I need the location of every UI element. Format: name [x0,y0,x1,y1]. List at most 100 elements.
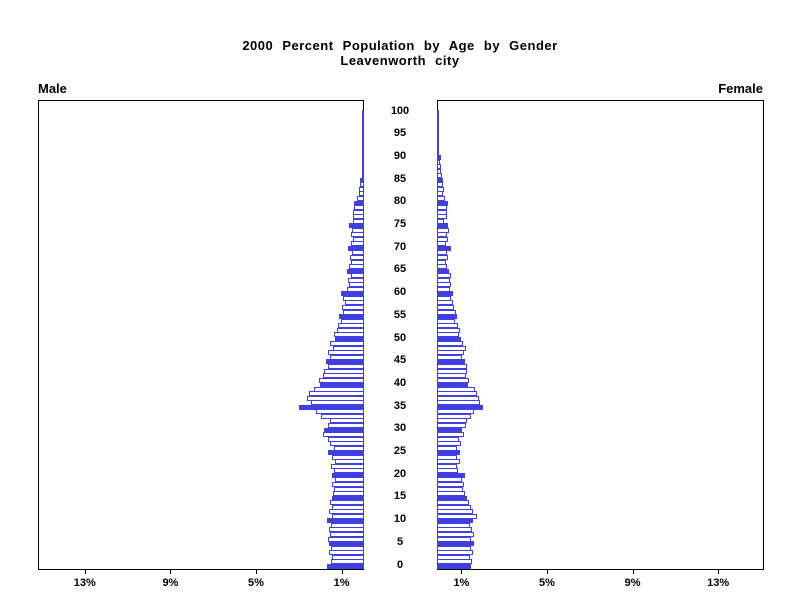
bar-female-age-90 [437,155,441,161]
pct-tick-5% [256,570,257,574]
bar-female-age-68 [437,255,448,260]
bar-female-age-41 [437,377,470,383]
bar-female-age-27 [437,441,461,447]
bar-female-age-8 [437,527,473,533]
bar-male-age-25 [327,450,364,456]
bar-male-age-67 [351,259,364,265]
bar-male-age-90 [361,155,364,161]
chart-title-line1: 2000 Percent Population by Age by Gender [242,38,558,53]
bar-male-age-31 [327,423,364,428]
pct-tick-9% [632,570,634,574]
bar-male-age-72 [352,236,364,242]
bar-female-age-51 [437,332,459,338]
bar-male-age-20 [331,472,364,478]
bar-male-age-54 [340,318,364,324]
bar-female-age-91 [437,150,439,156]
bar-female-age-100 [437,109,439,115]
bar-female-age-86 [437,173,442,179]
bar-male-age-40 [320,382,364,388]
bar-male-age-9 [330,522,364,528]
bar-female-age-7 [437,531,475,537]
bar-female-age-78 [437,209,448,215]
bar-female-age-21 [437,468,459,474]
bar-male-age-14 [330,500,364,506]
bar-female-age-43 [437,368,468,374]
bar-female-age-62 [437,282,452,288]
bar-male-age-41 [319,377,364,383]
bar-female-age-50 [437,336,461,342]
bar-male-age-36 [310,400,364,406]
bar-female-age-89 [437,159,440,165]
bar-female-age-2 [437,554,471,560]
bar-female-age-72 [437,236,448,242]
pct-tick-1% [341,570,343,574]
bar-male-age-45 [325,359,364,365]
bar-female-age-54 [437,318,455,324]
bar-male-age-63 [348,277,364,283]
bar-female-age-13 [437,504,472,510]
bar-female-age-5 [437,541,475,546]
age-tick-label-0: 0 [396,558,404,571]
bar-female-age-76 [437,218,445,224]
bar-male-age-35 [299,404,364,410]
bar-female-age-63 [437,277,451,283]
bar-female-age-22 [437,463,458,469]
bar-female-age-88 [437,164,442,170]
bar-male-age-77 [353,214,364,220]
bar-male-age-3 [328,550,364,556]
bar-male-age-17 [334,486,364,492]
age-tick-label-80: 80 [393,195,407,208]
bar-male-age-59 [343,295,364,301]
bar-female-age-71 [437,241,446,247]
bar-female-age-84 [437,182,443,188]
bar-female-age-96 [437,127,439,133]
bar-female-age-28 [437,436,459,442]
bar-male-age-29 [322,432,364,437]
bar-male-age-33 [321,413,364,419]
bar-female-age-23 [437,459,460,465]
bar-male-age-30 [323,427,364,433]
bar-male-age-5 [329,541,364,546]
bar-female-age-77 [437,214,448,220]
bar-female-age-59 [437,295,452,301]
bar-male-age-43 [324,368,364,374]
age-tick-label-30: 30 [393,422,407,435]
age-tick-label-75: 75 [393,218,407,230]
bar-female-age-47 [437,350,464,356]
bar-female-age-20 [437,472,465,478]
bar-female-age-61 [437,286,451,292]
bar-female-age-30 [437,427,463,433]
bar-female-age-36 [437,400,480,406]
bar-male-age-11 [332,513,364,519]
age-tick-label-90: 90 [393,149,407,162]
pct-tick-1% [461,570,463,574]
bar-male-age-64 [351,273,364,279]
bar-male-age-91 [362,150,364,156]
pct-tick-5% [547,570,548,574]
male-panel [38,100,364,570]
bar-male-age-57 [341,304,364,310]
bar-male-age-99 [362,114,364,120]
age-tick-label-60: 60 [393,286,407,299]
bar-female-age-42 [437,373,466,378]
bar-female-age-44 [437,363,467,369]
age-tick-label-55: 55 [393,308,407,321]
bar-male-age-16 [333,491,364,497]
bar-female-age-83 [437,186,445,192]
bar-female-age-39 [437,386,476,392]
bar-male-age-60 [340,291,364,297]
bar-female-age-64 [437,273,451,279]
bar-female-age-80 [437,200,448,206]
bar-male-age-100 [362,109,364,115]
pct-tick-13% [718,570,720,574]
bar-male-age-10 [327,518,364,524]
bar-male-age-56 [342,309,364,315]
bar-female-age-70 [437,245,451,251]
bar-female-age-19 [437,477,462,483]
bar-male-age-75 [349,223,364,229]
age-tick-label-85: 85 [393,172,407,185]
chart-title: 2000 Percent Population by Age by Gender… [0,38,800,68]
bar-male-age-28 [327,436,364,442]
bar-male-age-53 [338,323,364,329]
bar-female-age-56 [437,309,456,315]
